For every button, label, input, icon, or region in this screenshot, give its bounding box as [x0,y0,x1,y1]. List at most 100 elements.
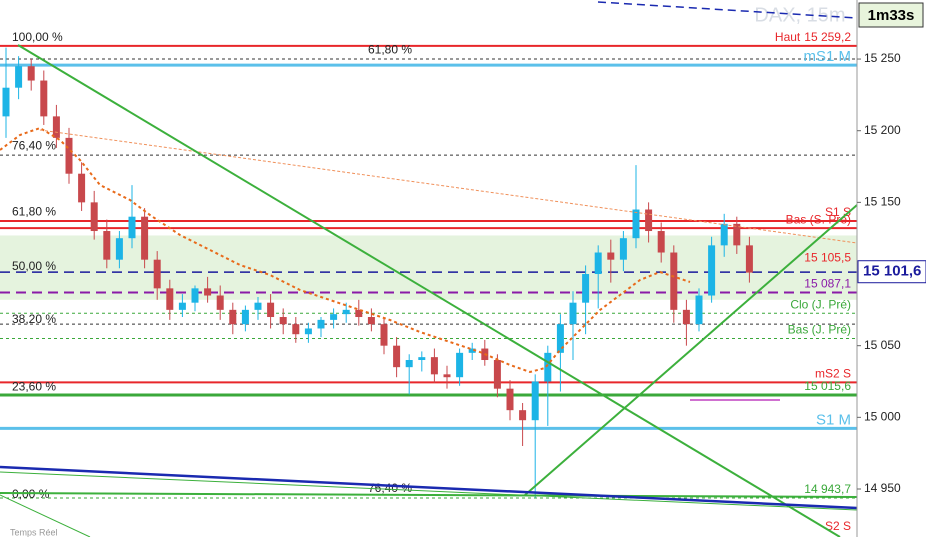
candle-body [380,324,388,346]
trend-line [0,492,858,498]
timer: 1m33s [868,7,915,24]
level-value-label: 14 943,7 [804,482,851,496]
fib-label: 100,00 % [12,30,63,44]
candle-body [229,309,237,325]
candle-body [27,66,35,81]
candle-body [733,223,741,246]
candle-body [367,317,375,325]
candle-body [115,238,123,260]
level-label: mS2 S [815,367,851,381]
candle-body [15,66,23,88]
trend-line [597,1,858,19]
candle-body [279,317,287,325]
candle-body [65,137,73,174]
y-tick-label: 15 050 [864,338,901,352]
candle-body [355,309,363,318]
status: Temps Réel [10,527,58,537]
candle-body [708,245,716,296]
candle-body [531,381,539,421]
candle-body [153,259,161,289]
level-label: Haut [775,30,801,44]
candle-body [569,302,577,325]
candle-body [594,252,602,275]
level-label: S1 M [816,411,851,428]
candle-body [418,357,426,361]
candle-body [304,328,312,335]
candle-body [519,410,527,421]
fib-label: 61,80 % [368,43,412,57]
candle-body [682,309,690,325]
candle-body [657,231,665,253]
candle-body [695,295,703,325]
fib-label: 23,60 % [12,379,56,393]
y-tick-label: 15 250 [864,51,901,65]
candle-body [556,324,564,353]
candle-body [342,309,350,315]
candle-body [204,288,212,296]
candle-body [405,360,413,368]
candle-body [506,388,514,411]
candle-body [2,87,10,117]
level-label: Bas (S. Pré) [786,212,851,226]
candle-body [292,324,300,335]
candle-body [40,80,48,117]
candle-body [544,352,552,382]
candle-body [645,209,653,232]
trend-line [0,465,858,510]
last-price: 15 101,6 [863,263,921,280]
candle-body [493,360,501,389]
level-label: Clo (J. Pré) [790,297,851,311]
fib-label: 38,20 % [12,312,56,326]
candle-body [582,274,590,303]
candle-body [267,302,275,318]
candle-body [191,288,199,303]
y-tick-label: 15 150 [864,195,901,209]
last-price-box [857,260,926,284]
candle-body [52,116,60,138]
level-label: mS1 M [803,48,851,65]
trend-line [0,471,858,511]
candle-body [178,302,186,310]
candle-body [468,348,476,353]
candle-body [330,314,338,320]
level-value-label: 15 105,5 [804,250,851,264]
candle-body [430,357,438,375]
candle-body [720,223,728,246]
candle-body [619,238,627,260]
candle-body [90,202,98,232]
y-tick-label: 14 950 [864,481,901,495]
trend-line [524,204,858,496]
trend-line [39,129,858,244]
level-value-label: 15 015,6 [804,379,851,393]
candle-body [128,216,136,239]
candle-body [456,352,464,378]
candle-body [78,173,86,203]
candle-body [607,252,615,260]
candle-body [166,288,174,310]
candle-body [443,374,451,378]
drawings [0,1,858,537]
timer-box [858,2,924,28]
candle-body [141,216,149,260]
candle-body [745,245,753,273]
level-value-label: 15 259,2 [804,30,851,44]
candle-body [241,309,249,325]
level-label: S2 S [825,519,851,533]
trend-line [17,44,841,537]
price-axis: 15 250 15 200 15 150 15 050 15 000 14 950 15 1… [857,51,926,495]
fib-label: 61,80 % [12,205,56,219]
candle-body [103,231,111,260]
level-value-label: 15 087,1 [804,277,851,291]
candle-body [393,345,401,368]
y-tick-label: 15 200 [864,123,901,137]
candle-body [216,295,224,310]
trend-line [0,494,91,537]
y-tick-label: 15 000 [864,410,901,424]
candle-body [317,319,325,329]
watermark: DAX, 15m [754,4,845,26]
level-label: Bas (J. Pré) [788,323,851,337]
candle-body [670,252,678,310]
fib-label: 76,40 % [12,139,56,153]
